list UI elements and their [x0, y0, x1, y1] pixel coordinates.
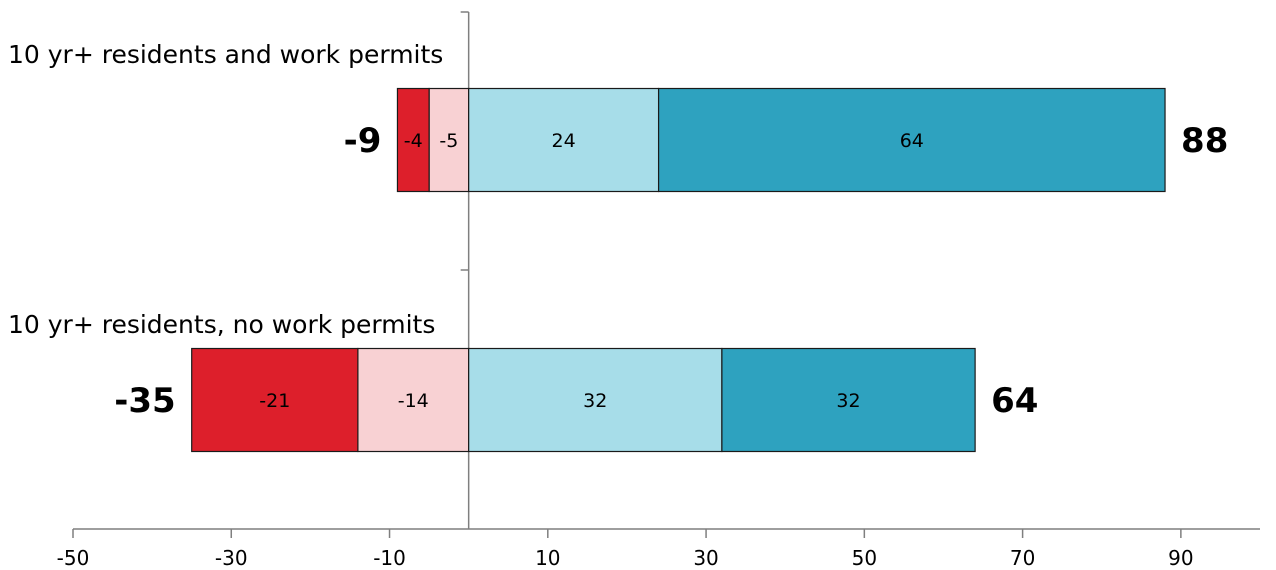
data-label: 24 — [552, 130, 576, 152]
data-label: -5 — [439, 130, 458, 152]
bar-segment — [396, 87, 430, 193]
bar-segment — [468, 87, 660, 193]
data-label: 64 — [900, 130, 924, 152]
data-label: 32 — [583, 390, 607, 412]
negative-total-label: -9 — [344, 121, 382, 161]
data-label: -14 — [398, 390, 429, 412]
x-tick-label: 70 — [1010, 546, 1035, 570]
x-tick-label: -50 — [57, 546, 90, 570]
data-label: -4 — [404, 130, 423, 152]
x-tick-label: 30 — [693, 546, 718, 570]
bar-segment — [721, 347, 976, 453]
x-tick-label: -10 — [373, 546, 406, 570]
x-tick-label: 50 — [852, 546, 877, 570]
positive-total-label: 64 — [991, 381, 1038, 421]
bar-segment — [357, 347, 470, 453]
data-label: -21 — [259, 390, 290, 412]
x-tick-label: 10 — [535, 546, 560, 570]
x-tick-label: -30 — [215, 546, 248, 570]
category-label: 10 yr+ residents, no work permits — [8, 310, 435, 339]
data-label: 32 — [836, 390, 860, 412]
negative-total-label: -35 — [114, 381, 175, 421]
bar-segment — [428, 87, 470, 193]
category-label: 10 yr+ residents and work permits — [8, 40, 443, 69]
bar-segment — [468, 347, 723, 453]
bar-segment — [657, 87, 1166, 193]
bar-segment — [191, 347, 359, 453]
positive-total-label: 88 — [1181, 121, 1228, 161]
x-tick-label: 90 — [1168, 546, 1193, 570]
